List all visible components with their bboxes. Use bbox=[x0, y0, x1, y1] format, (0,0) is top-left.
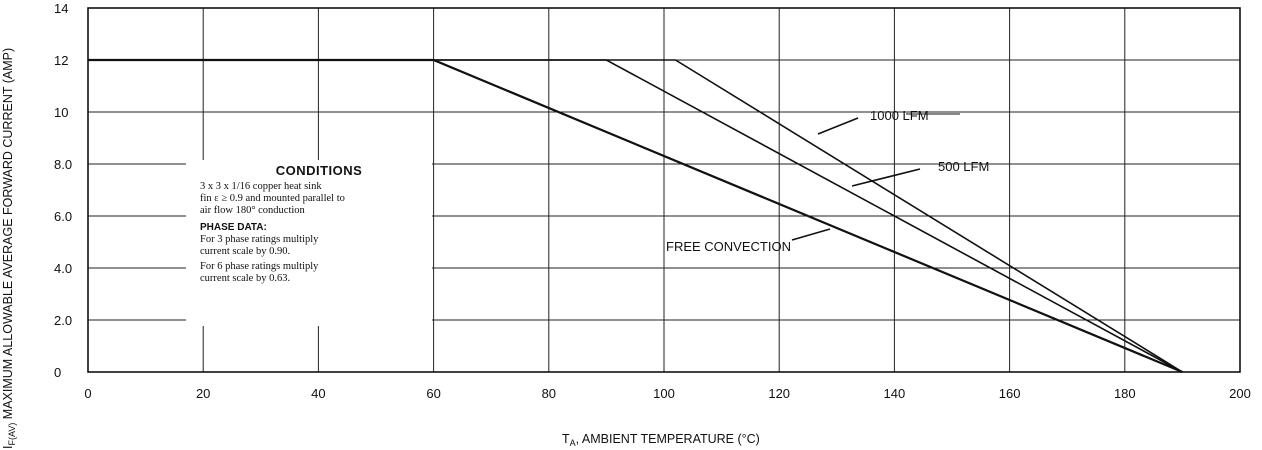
y-tick-label: 10 bbox=[54, 105, 68, 120]
phase-note-2a: For 6 phase ratings multiply bbox=[200, 261, 319, 272]
series-lines bbox=[88, 58, 1183, 374]
leader-500-lfm bbox=[851, 168, 921, 187]
conditions-title: CONDITIONS bbox=[275, 163, 363, 178]
leader-1000-lfm bbox=[817, 117, 859, 135]
y-tick-label: 8.0 bbox=[54, 157, 72, 172]
y-tick-label: 6.0 bbox=[54, 209, 72, 224]
series-label-1000-lfm: 1000 LFM bbox=[870, 108, 929, 123]
x-axis-title-rest: , AMBIENT TEMPERATURE (°C) bbox=[576, 432, 760, 446]
phase-note-2b: current scale by 0.63. bbox=[200, 273, 291, 284]
x-tick-label: 200 bbox=[1229, 386, 1251, 401]
x-axis-title: TA, AMBIENT TEMPERATURE (°C) bbox=[562, 432, 760, 448]
leader-free-convection bbox=[791, 228, 831, 241]
x-tick-label: 60 bbox=[426, 386, 440, 401]
y-tick-labels: 0 2.0 4.0 6.0 8.0 10 12 14 bbox=[54, 1, 72, 380]
x-tick-label: 100 bbox=[653, 386, 675, 401]
conditions-text-3: air flow 180° conduction bbox=[200, 205, 305, 216]
x-tick-labels: 0 20 40 60 80 100 120 140 160 180 200 bbox=[84, 386, 1250, 401]
conditions-box: CONDITIONS 3 x 3 x 1/16 copper heat sink… bbox=[186, 160, 432, 326]
x-tick-label: 0 bbox=[84, 386, 91, 401]
conditions-text-2: fin ε ≥ 0.9 and mounted parallel to bbox=[200, 193, 345, 204]
y-axis-title-rest: MAXIMUM ALLOWABLE AVERAGE FORWARD CURREN… bbox=[1, 48, 15, 423]
y-tick-label: 12 bbox=[54, 53, 68, 68]
y-axis-title-sub: F(AV) bbox=[7, 423, 17, 446]
x-tick-label: 40 bbox=[311, 386, 325, 401]
series-label-500-lfm: 500 LFM bbox=[938, 159, 989, 174]
y-tick-label: 14 bbox=[54, 1, 68, 16]
plot-border bbox=[87, 7, 1241, 373]
x-tick-label: 20 bbox=[196, 386, 210, 401]
series-label-free-convection: FREE CONVECTION bbox=[666, 239, 791, 254]
y-axis-title: IF(AV) MAXIMUM ALLOWABLE AVERAGE FORWARD… bbox=[1, 48, 17, 449]
phase-note-1b: current scale by 0.90. bbox=[200, 246, 291, 257]
y-tick-label: 4.0 bbox=[54, 261, 72, 276]
y-axis-title-main: I bbox=[1, 446, 15, 449]
y-tick-label: 0 bbox=[54, 365, 61, 380]
y-tick-label: 2.0 bbox=[54, 313, 72, 328]
x-axis-title-main: T bbox=[562, 432, 570, 446]
plot-frame bbox=[87, 7, 1241, 373]
series-line-1000-lfm bbox=[88, 59, 1183, 373]
x-tick-label: 120 bbox=[768, 386, 790, 401]
x-tick-label: 160 bbox=[999, 386, 1021, 401]
x-axis-title-sub: A bbox=[570, 438, 576, 448]
x-tick-label: 140 bbox=[884, 386, 906, 401]
x-tick-label: 80 bbox=[542, 386, 556, 401]
phase-note-1a: For 3 phase ratings multiply bbox=[200, 234, 319, 245]
conditions-text-1: 3 x 3 x 1/16 copper heat sink bbox=[200, 181, 322, 192]
phase-data-title: PHASE DATA: bbox=[200, 222, 267, 233]
x-tick-label: 180 bbox=[1114, 386, 1136, 401]
